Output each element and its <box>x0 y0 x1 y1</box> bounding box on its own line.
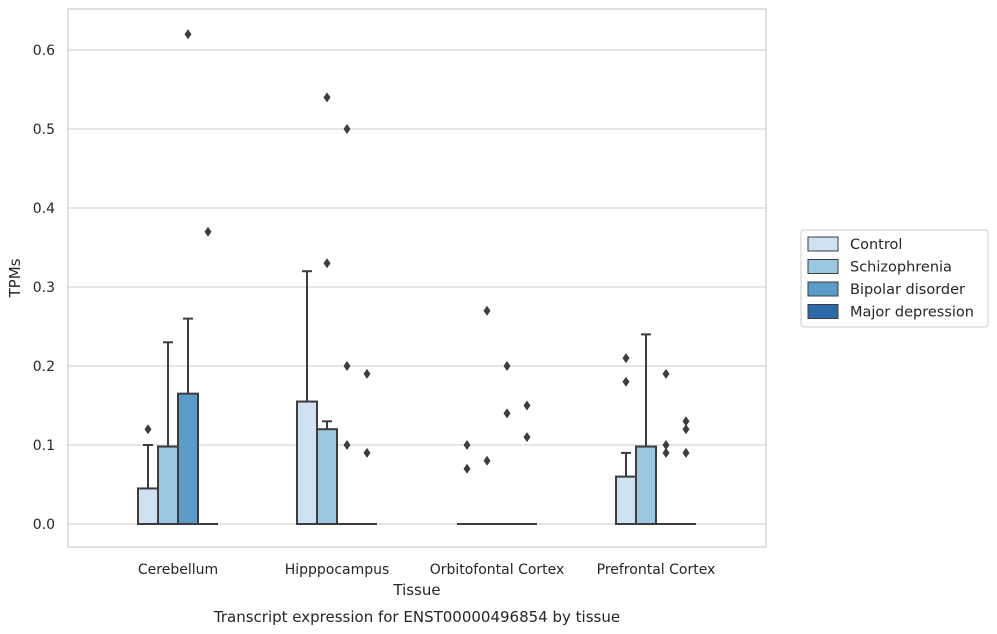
legend-swatch <box>807 304 839 319</box>
y-axis-title: TPMs <box>6 258 24 298</box>
box-body <box>157 445 179 525</box>
y-tick-label: 0.6 <box>33 43 55 59</box>
box-body <box>177 392 199 525</box>
y-tick-label: 0.5 <box>33 122 55 138</box>
outlier-marker <box>682 447 690 458</box>
legend-swatch <box>807 259 839 274</box>
x-tick-label: Orbitofontal Cortex <box>430 562 565 578</box>
box-body <box>137 487 159 526</box>
outlier-marker <box>682 416 690 427</box>
box-bipolar-disorder <box>177 317 199 525</box>
outlier-marker <box>323 92 331 103</box>
outlier-marker <box>463 463 471 474</box>
x-tick-labels: Cerebellum Hipppocampus Orbitofontal Corte… <box>138 562 715 578</box>
box-control <box>137 444 159 526</box>
outlier-marker <box>622 376 630 387</box>
x-axis-title: Tissue <box>392 581 440 599</box>
plot-area-frame <box>67 8 767 548</box>
outlier-marker <box>662 440 670 450</box>
y-tick-label: 0.1 <box>33 438 55 454</box>
y-tick-label: 0.0 <box>33 517 55 533</box>
outlier-marker <box>483 455 491 466</box>
chart-caption: Transcript expression for ENST0000049685… <box>213 608 620 626</box>
outlier-marker <box>483 305 491 316</box>
outlier-marker <box>184 29 192 40</box>
legend: Control Schizophrenia Bipolar disorder Majo… <box>800 229 989 328</box>
y-tick-labels: 0.0 0.1 0.2 0.3 0.4 0.5 0.6 <box>33 43 55 533</box>
y-tick-label: 0.2 <box>33 359 55 375</box>
box-body <box>635 445 657 525</box>
outlier-marker <box>463 440 471 450</box>
box-body <box>615 475 637 526</box>
box-control <box>296 270 318 525</box>
y-tick-label: 0.3 <box>33 280 55 296</box>
outlier-marker <box>662 447 670 458</box>
x-tick-label: Hipppocampus <box>285 562 390 578</box>
box-schizophrenia <box>316 420 338 526</box>
outlier-marker <box>144 424 152 435</box>
outlier-marker <box>503 361 511 371</box>
outlier-marker <box>523 432 531 443</box>
legend-label: Control <box>850 237 902 253</box>
outlier-marker <box>204 226 212 237</box>
box-schizophrenia <box>635 333 657 525</box>
outlier-marker <box>662 368 670 379</box>
outlier-marker <box>363 447 371 458</box>
legend-swatch <box>807 281 839 297</box>
outlier-marker <box>682 424 690 435</box>
legend-label: Schizophrenia <box>850 260 952 276</box>
outlier-marker <box>343 440 351 450</box>
legend-swatch <box>807 236 839 252</box>
legend-label: Bipolar disorder <box>850 282 965 298</box>
outlier-marker <box>343 361 351 371</box>
outlier-marker <box>363 368 371 379</box>
box-elements <box>137 270 696 526</box>
box-body <box>296 400 318 525</box>
legend-frame <box>800 229 989 328</box>
outlier-marker <box>503 408 511 419</box>
y-tick-label: 0.4 <box>33 201 55 217</box>
box-body <box>316 428 338 526</box>
outlier-points <box>144 29 690 474</box>
outlier-marker <box>343 124 351 134</box>
x-tick-label: Prefrontal Cortex <box>597 562 716 578</box>
outlier-marker <box>622 353 630 364</box>
outlier-marker <box>523 400 531 411</box>
x-tick-label: Cerebellum <box>138 562 218 578</box>
outlier-marker <box>323 258 331 269</box>
box-schizophrenia <box>157 341 179 525</box>
legend-label: Major depression <box>850 305 974 321</box>
